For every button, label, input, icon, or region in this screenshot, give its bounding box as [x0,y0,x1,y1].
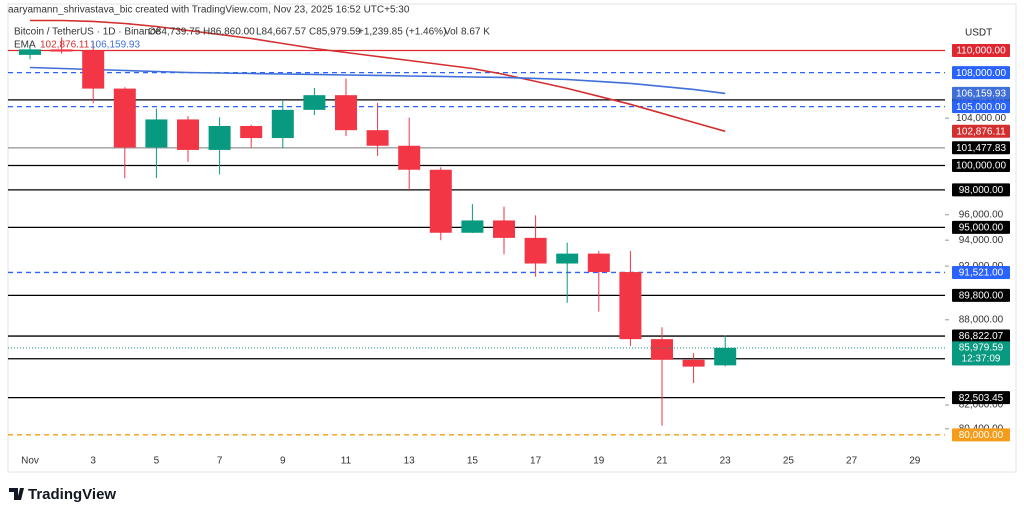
x-tick-label: 19 [593,456,605,467]
level-label-bg [952,183,1010,197]
candle-body [177,119,199,150]
frame [7,3,1017,473]
candle-body [303,95,326,110]
candle-body [271,109,294,139]
level-label: 95,000.00 [959,223,1004,234]
level-label-bg [952,141,1010,155]
y-tick-label: 88,000.00 [959,314,1004,325]
level-label-bg [952,100,1010,114]
ema-value: 106,159.93 [90,40,140,51]
x-tick-label: 29 [909,456,921,467]
x-tick-label: 13 [404,456,416,467]
x-tick-label: Nov [21,456,39,467]
candle-body [493,220,515,238]
level-label: 91,521.00 [959,268,1004,279]
level-label-bg [952,220,1010,234]
plot-area: Nov 3 5 7 9 11 13 15 17 19 21 23 25 27 29 [7,3,1017,473]
candle-body [429,169,452,233]
ema-label-bg [952,124,1010,138]
brand: TradingView [28,486,116,503]
candle-body [240,125,263,139]
level-label-bg [952,66,1010,80]
candle-body [461,220,484,233]
indicator: EMA [14,40,36,51]
level-label: 100,000.00 [956,161,1006,172]
currency: USDT [965,28,992,39]
candle-body [714,347,737,366]
level-label: 108,000.00 [956,68,1006,79]
ema-line [29,66,726,95]
x-tick-label: 15 [467,456,479,467]
level-label: 80,000.00 [959,430,1004,441]
price-countdown: 12:37:09 [962,353,1001,364]
change: +1,239.85 (+1.46%) [358,27,446,38]
candle-body [145,119,168,148]
candle-body [682,359,705,367]
x-tick-label: 7 [217,456,223,467]
price-badge-bg [952,341,1010,366]
level-label-bg [952,159,1010,173]
price-axis: 104,000.0096,000.0094,000.0092,000.0088,… [945,43,1010,442]
x-tick-label: 11 [341,456,352,467]
header: aaryamann_shrivastava_bic created with T… [8,5,490,51]
y-tick-label: 94,000.00 [959,235,1004,246]
ohlc-open: O84,739.75 [148,27,201,38]
y-tick-label: 96,000.00 [959,209,1004,220]
candle-body [524,237,547,264]
ema-value: 102,876.11 [40,40,90,51]
ohlc-high: H86,860.00 [203,27,255,38]
level-label: 101,477.83 [956,143,1006,154]
ohlc-close: C85,979.59 [309,27,361,38]
logo: TradingView [9,486,116,503]
ema-label: 106,159.93 [956,89,1006,100]
x-tick-label: 27 [846,456,858,467]
candle-body [651,339,673,360]
level-label: 110,000.00 [956,46,1006,57]
candle-body [19,49,41,55]
level-label: 89,800.00 [959,290,1004,301]
y-tick-label: 82,000.00 [959,400,1004,411]
x-tick-label: 17 [530,456,542,467]
level-label-bg [952,43,1010,57]
candle-body [50,49,73,52]
level-label: 98,000.00 [959,185,1004,196]
level-label-bg [952,288,1010,302]
credit: aaryamann_shrivastava_bic created with T… [8,5,410,16]
x-tick-label: 23 [720,456,732,467]
volume-label: Vol [444,27,458,38]
candle-body [208,125,231,150]
x-tick-label: 21 [656,456,668,467]
symbol: Bitcoin / TetherUS · 1D · Binance [14,27,161,38]
price-badge: 85,979.59 [959,342,1004,353]
level-label-bg [952,265,1010,279]
ohlc-low: L84,667.57 [256,27,306,38]
x-tick-label: 5 [154,456,160,467]
level-label-bg [952,391,1010,405]
level-label: 82,503.45 [959,393,1004,404]
candle-body [398,145,421,170]
level-label: 86,822.07 [959,331,1004,342]
x-tick-label: 9 [280,456,286,467]
logo-mark [9,488,24,500]
level-label-bg [952,428,1010,442]
candle-body [619,272,642,340]
ema-label: 102,876.11 [956,126,1006,137]
candle-body [556,253,579,264]
ema-line [30,19,726,133]
candle-body [113,88,136,148]
candle-body [82,50,105,89]
x-tick-label: 3 [90,456,96,467]
volume: 8.67 K [461,27,490,38]
level-label-bg [952,329,1010,343]
y-tick-label: 104,000.00 [956,113,1006,124]
candle-body [366,130,389,146]
ema-label-bg [952,86,1010,100]
level-label: 105,000.00 [956,102,1006,113]
candle-body [587,253,610,273]
x-tick-label: 25 [783,456,795,467]
candle-body [335,95,357,131]
